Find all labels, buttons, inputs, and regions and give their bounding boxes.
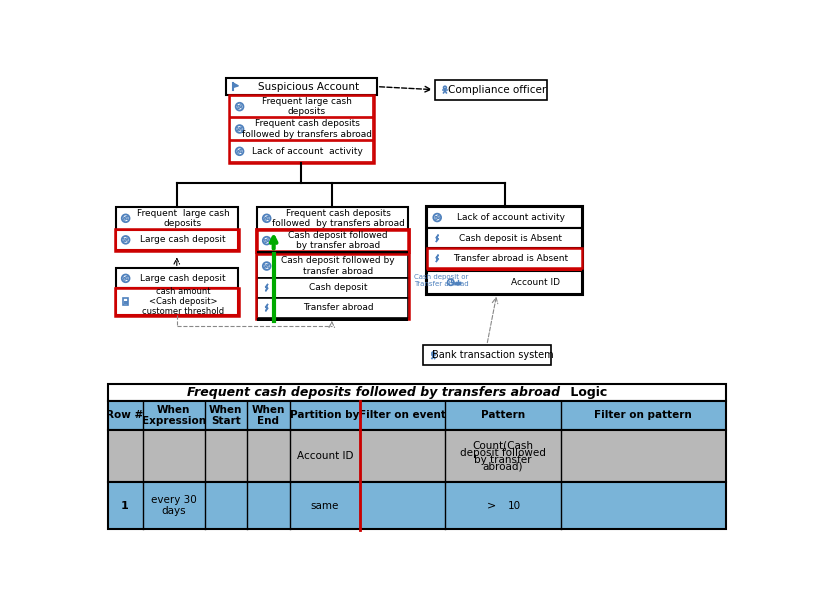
Bar (115, 229, 239, 251)
Bar (256, 254, 408, 319)
Text: >: > (487, 500, 496, 511)
Bar (108, 384, 725, 401)
Text: Cash deposit is Absent: Cash deposit is Absent (459, 234, 563, 243)
Text: Cash deposit followed
by transfer abroad: Cash deposit followed by transfer abroad (288, 231, 388, 250)
Text: Row #: Row # (107, 410, 144, 421)
Bar (435, 80, 547, 100)
Bar (115, 287, 239, 316)
Bar (427, 271, 582, 294)
Bar (229, 140, 373, 162)
Bar (257, 298, 408, 317)
Bar (426, 206, 583, 295)
Text: Lack of account  activity: Lack of account activity (251, 147, 363, 156)
Bar (257, 230, 408, 251)
Text: Logic: Logic (566, 386, 607, 399)
Bar (115, 207, 238, 230)
Text: 1: 1 (121, 500, 128, 511)
Text: Filter on pattern: Filter on pattern (594, 410, 692, 421)
Bar (229, 118, 373, 140)
Text: When
End: When End (251, 404, 285, 426)
Text: When
Expression: When Expression (141, 404, 206, 426)
Text: Account ID: Account ID (297, 451, 353, 461)
Bar (257, 251, 408, 254)
Bar (226, 78, 376, 95)
Polygon shape (265, 284, 268, 291)
Text: Lack of account activity: Lack of account activity (457, 213, 565, 222)
Text: by transfer: by transfer (474, 455, 532, 464)
Bar (427, 229, 582, 248)
Text: Compliance officer: Compliance officer (448, 85, 546, 95)
Bar (257, 254, 408, 278)
Text: every 30
days: every 30 days (151, 495, 197, 517)
Polygon shape (436, 254, 438, 262)
Text: Large cash deposit: Large cash deposit (140, 235, 226, 244)
Text: same: same (311, 500, 339, 511)
Text: Frequent  large cash
deposits: Frequent large cash deposits (137, 209, 229, 228)
Text: Frequent cash deposits
followed by transfers abroad: Frequent cash deposits followed by trans… (242, 119, 372, 139)
Text: Transfer abroad: Transfer abroad (302, 303, 373, 312)
Bar (427, 207, 582, 229)
Bar (257, 207, 408, 230)
Text: Cash deposit followed by
transfer abroad: Cash deposit followed by transfer abroad (281, 256, 395, 276)
Text: When
Start: When Start (209, 404, 242, 426)
Text: abroad): abroad) (483, 461, 524, 472)
Text: Count(Cash: Count(Cash (472, 441, 533, 451)
Polygon shape (265, 304, 268, 311)
Bar (108, 401, 725, 430)
Text: Frequent cash deposits followed by transfers abroad: Frequent cash deposits followed by trans… (187, 386, 560, 399)
Text: deposit followed: deposit followed (460, 448, 546, 458)
Bar (115, 289, 238, 316)
Text: cash amount
<Cash deposit>
customer threshold: cash amount <Cash deposit> customer thre… (142, 287, 224, 316)
Bar (424, 346, 551, 365)
Text: Suspicious Account: Suspicious Account (258, 82, 359, 92)
Bar (256, 229, 408, 252)
Text: Pattern: Pattern (481, 410, 525, 421)
Text: Cash deposit: Cash deposit (309, 283, 367, 292)
Bar (108, 482, 725, 529)
Bar (257, 278, 408, 298)
Polygon shape (436, 235, 438, 242)
Text: Account ID: Account ID (511, 278, 560, 287)
Text: Frequent large cash
deposits: Frequent large cash deposits (262, 97, 352, 116)
Polygon shape (233, 83, 238, 88)
Text: Transfer abroad is Absent: Transfer abroad is Absent (454, 254, 568, 263)
Bar (123, 298, 128, 305)
Text: Bank transaction system: Bank transaction system (433, 350, 554, 361)
Text: Filter on event: Filter on event (359, 410, 446, 421)
Text: Partition by: Partition by (290, 410, 359, 421)
Text: Cash deposit or
Transfer abroad: Cash deposit or Transfer abroad (414, 274, 468, 287)
Text: Frequent cash deposits
followed  by transfers abroad: Frequent cash deposits followed by trans… (272, 209, 404, 228)
Bar (228, 95, 374, 163)
Bar (427, 248, 582, 268)
Bar (229, 96, 373, 118)
Bar (115, 268, 238, 289)
Bar (427, 268, 582, 271)
Bar (108, 430, 725, 482)
Text: 10: 10 (508, 500, 521, 511)
Bar (115, 230, 238, 250)
Bar (257, 317, 408, 321)
Text: Large cash deposit: Large cash deposit (140, 274, 226, 283)
